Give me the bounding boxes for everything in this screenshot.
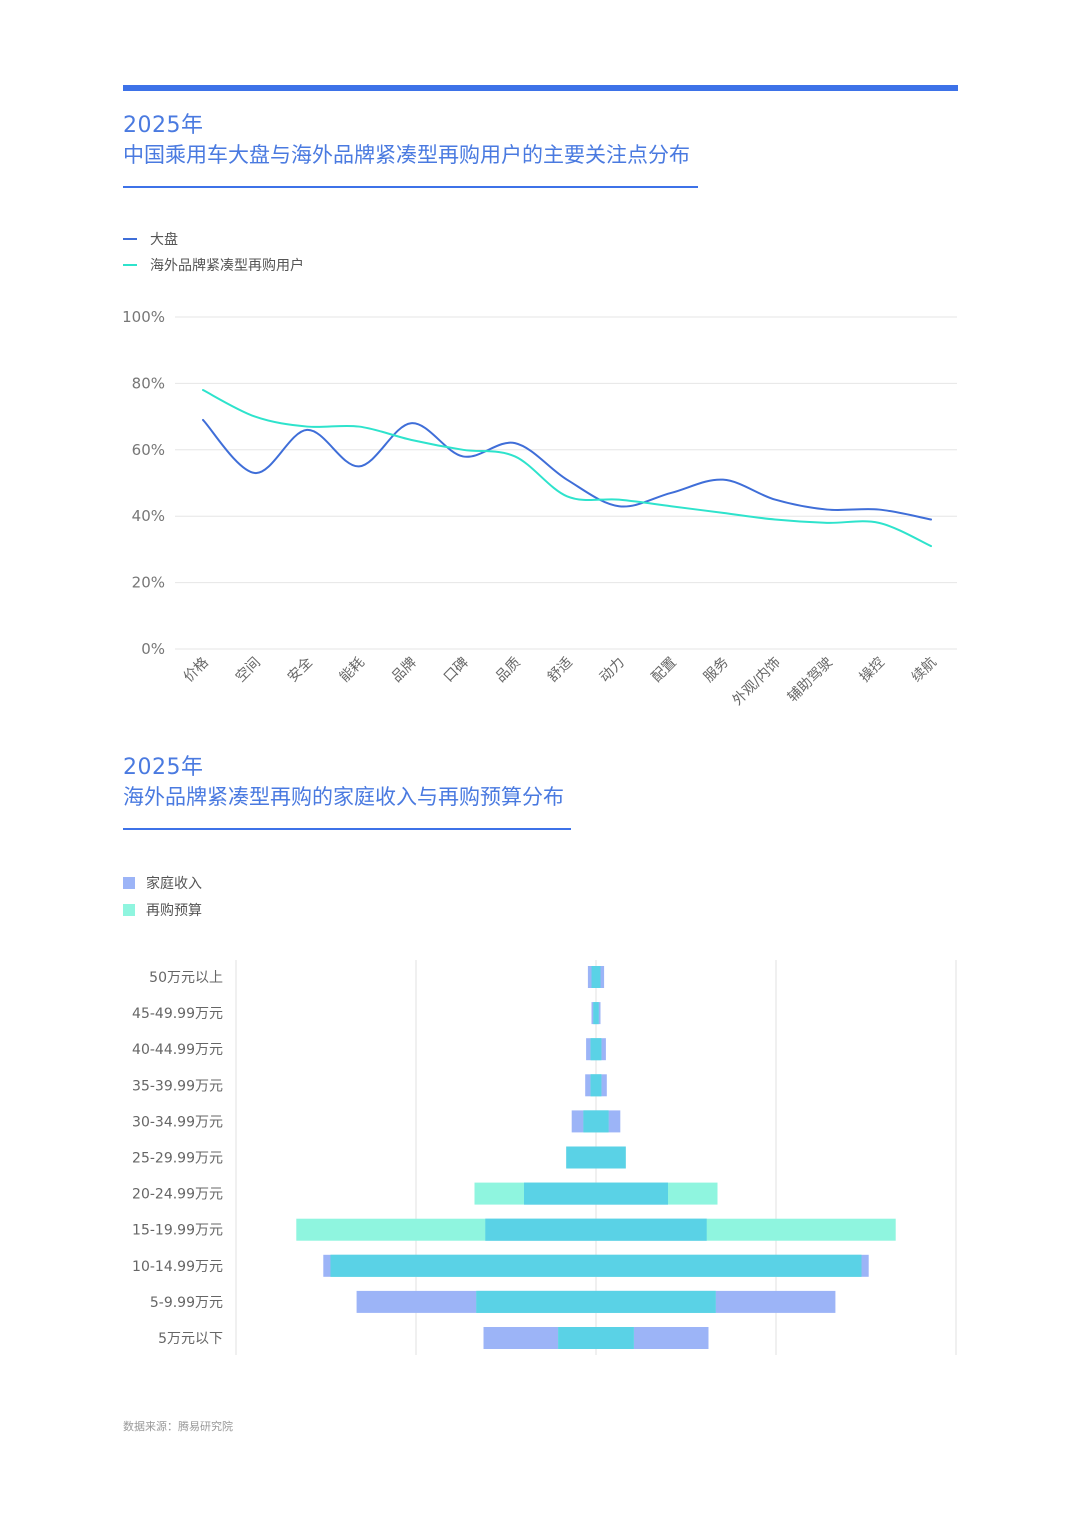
bar-overlap (524, 1182, 668, 1205)
bar-overlap (590, 1038, 602, 1061)
legend-item-income: 家庭收入 (123, 869, 202, 896)
y-tick-label: 40% (132, 507, 165, 525)
x-tick-label: 安全 (284, 654, 316, 686)
x-tick-label: 空间 (233, 655, 264, 686)
section1-year: 2025年 (123, 113, 204, 138)
x-tick-label: 价格 (181, 655, 212, 686)
bar-overlap (485, 1218, 707, 1241)
bar-chart: 50万元以上 45-49.99万元 40-44.99万元 35-39.99万元 30-3… (132, 960, 957, 1355)
bar-overlap (476, 1290, 716, 1313)
category-label: 5-9.99万元 (150, 1295, 223, 1311)
section1-title: 中国乘用车大盘与海外品牌紧凑型再购用户的主要关注点分布 (123, 143, 690, 167)
category-label: 35-39.99万元 (132, 1078, 223, 1094)
legend-label-income: 家庭收入 (146, 875, 202, 892)
section2-title-block: 2025年 海外品牌紧凑型再购的家庭收入与再购预算分布 (123, 754, 564, 812)
bar-overlap (583, 1110, 609, 1133)
legend-label-budget: 再购预算 (146, 902, 202, 919)
x-tick-label: 续航 (908, 654, 940, 686)
legend-line-overseas (123, 264, 137, 266)
section2-title-underline (123, 828, 571, 830)
x-tick-label: 服务 (701, 655, 732, 686)
bar-overlap (590, 1074, 602, 1097)
x-tick-label: 品质 (493, 655, 524, 686)
series-line-overseas (202, 389, 932, 548)
y-tick-label: 0% (141, 640, 165, 658)
y-tick-label: 60% (132, 441, 165, 459)
category-label: 25-29.99万元 (132, 1151, 223, 1167)
section1-title-underline (123, 186, 698, 188)
x-tick-label: 口碑 (441, 655, 472, 686)
bar-chart-legend: 家庭收入 再购预算 (123, 869, 202, 923)
category-label: 15-19.99万元 (132, 1223, 223, 1239)
x-tick-label: 配置 (649, 655, 680, 686)
category-label: 5万元以下 (158, 1331, 223, 1347)
x-tick-label: 品牌 (388, 654, 420, 686)
x-tick-label: 动力 (597, 655, 628, 686)
x-tick-label: 外观/内饰 (730, 655, 784, 709)
bar-overlap (566, 1146, 626, 1169)
data-source-note: 数据来源：腾易研究院 (123, 1420, 233, 1433)
x-tick-label: 操控 (857, 655, 888, 686)
section1-title-block: 2025年 中国乘用车大盘与海外品牌紧凑型再购用户的主要关注点分布 (123, 112, 690, 170)
legend-item-market: 大盘 (123, 226, 304, 252)
legend-label-overseas: 海外品牌紧凑型再购用户 (150, 258, 304, 274)
category-label: 20-24.99万元 (132, 1187, 223, 1203)
bar-overlap (591, 966, 601, 988)
category-label: 40-44.99万元 (132, 1042, 223, 1058)
legend-swatch-income (123, 876, 135, 889)
legend-item-budget: 再购预算 (123, 896, 202, 923)
x-tick-label: 辅助驾驶 (785, 655, 836, 706)
bar-overlap (593, 1002, 599, 1025)
legend-line-market (123, 238, 137, 240)
legend-swatch-budget (123, 903, 135, 916)
line-chart-legend: 大盘 海外品牌紧凑型再购用户 (123, 226, 304, 278)
y-tick-label: 100% (122, 308, 165, 326)
section2-year: 2025年 (123, 755, 204, 780)
category-label: 10-14.99万元 (132, 1259, 223, 1275)
legend-item-overseas: 海外品牌紧凑型再购用户 (123, 252, 304, 278)
legend-label-market: 大盘 (150, 232, 178, 248)
category-label: 30-34.99万元 (132, 1114, 223, 1130)
line-chart: 0% 20% 40% 60% 80% 100% 价格 空间 安全 能耗 品牌 口碑 品质 舒适 动力 配置服… (122, 308, 957, 709)
y-tick-label: 20% (132, 574, 165, 592)
bar-overlap (330, 1254, 862, 1277)
x-tick-label: 能耗 (337, 655, 368, 686)
series-line-market (202, 418, 932, 521)
category-label: 50万元以上 (149, 970, 223, 986)
section2-title: 海外品牌紧凑型再购的家庭收入与再购预算分布 (123, 785, 564, 809)
category-label: 45-49.99万元 (132, 1006, 223, 1022)
top-accent-bar (123, 85, 958, 91)
y-tick-label: 80% (132, 374, 165, 392)
x-tick-label: 舒适 (545, 655, 576, 686)
bar-overlap (558, 1327, 634, 1349)
